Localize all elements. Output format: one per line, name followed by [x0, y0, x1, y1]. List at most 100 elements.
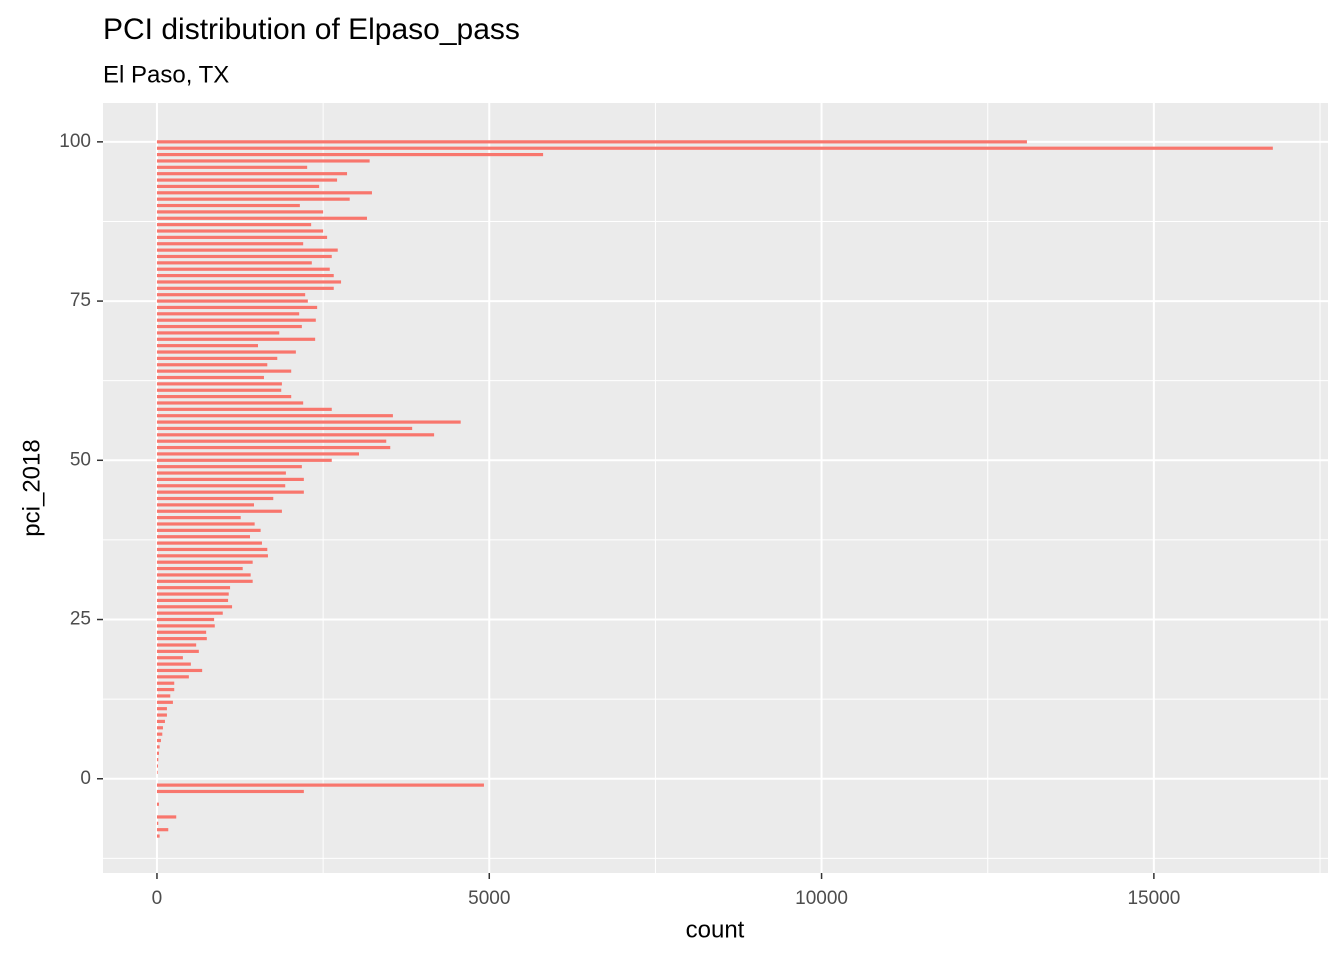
- bar: [156, 681, 175, 685]
- bar: [156, 146, 1273, 150]
- bar: [156, 382, 282, 386]
- bar: [156, 713, 167, 717]
- bar: [156, 286, 334, 290]
- x-tick-label: 15000: [1127, 888, 1180, 909]
- x-tick-label: 0: [152, 888, 163, 909]
- bar: [156, 828, 169, 832]
- bar: [156, 656, 183, 660]
- bar: [156, 700, 173, 704]
- y-axis-title: pci_2018: [18, 439, 45, 536]
- bar: [156, 407, 332, 411]
- bar: [156, 617, 215, 622]
- bar: [156, 152, 544, 157]
- bar: [156, 375, 264, 380]
- y-tick-label: 25: [70, 609, 91, 630]
- bar: [156, 356, 278, 360]
- bar: [156, 458, 332, 462]
- bar: [156, 605, 233, 609]
- bar: [156, 783, 484, 787]
- bar: [156, 566, 243, 571]
- bar: [156, 299, 308, 303]
- bar: [156, 630, 207, 634]
- bar: [156, 369, 292, 373]
- bar: [156, 637, 207, 641]
- bar: [156, 726, 163, 730]
- bar: [156, 159, 370, 163]
- bar: [156, 388, 282, 392]
- bar: [156, 592, 229, 596]
- bar: [156, 267, 330, 271]
- bar: [156, 242, 304, 246]
- bar: [156, 433, 435, 437]
- bar: [156, 598, 229, 603]
- bar: [156, 815, 177, 819]
- bar: [156, 293, 306, 297]
- bar: [156, 802, 159, 806]
- bar: [156, 344, 258, 348]
- bar: [156, 745, 160, 749]
- bar: [156, 719, 165, 724]
- bar: [156, 516, 241, 520]
- bar: [156, 484, 286, 488]
- bar: [156, 535, 251, 539]
- bar: [156, 350, 296, 354]
- bar: [156, 337, 316, 341]
- bar: [156, 624, 215, 628]
- bar: [156, 184, 320, 189]
- bar: [156, 573, 251, 577]
- chart-title: PCI distribution of Elpaso_pass: [103, 13, 520, 46]
- bar: [156, 172, 348, 176]
- bar: [156, 197, 350, 201]
- y-tick-label: 100: [59, 131, 91, 152]
- bar: [156, 229, 324, 233]
- bar: [156, 140, 1027, 144]
- bar: [156, 331, 280, 335]
- bar: [156, 668, 203, 673]
- bar: [156, 445, 391, 450]
- bar: [156, 732, 163, 736]
- bar: [156, 503, 254, 507]
- bar: [156, 477, 304, 481]
- bar: [156, 586, 231, 590]
- bar: [156, 758, 159, 762]
- bar: [156, 496, 274, 501]
- y-tick-label: 50: [70, 449, 91, 470]
- bar: [156, 522, 255, 526]
- bar: [156, 324, 302, 329]
- bar: [156, 216, 367, 220]
- bar: [156, 318, 316, 322]
- bar: [156, 738, 161, 743]
- bar: [156, 439, 387, 443]
- bar: [156, 490, 304, 494]
- bar: [156, 165, 308, 169]
- bar: [156, 662, 191, 666]
- bar: [156, 675, 189, 679]
- bar: [156, 465, 302, 469]
- bar: [156, 305, 318, 310]
- y-tick-label: 0: [80, 768, 91, 789]
- bar: [156, 770, 158, 774]
- x-axis-title: count: [686, 916, 745, 943]
- bar: [156, 426, 413, 431]
- bar: [156, 420, 461, 424]
- x-tick-label: 10000: [795, 888, 848, 909]
- bar: [156, 821, 159, 825]
- bar: [156, 254, 332, 259]
- bar: [156, 649, 199, 653]
- bar: [156, 789, 304, 794]
- bar: [156, 312, 300, 316]
- bar: [156, 191, 372, 195]
- bar: [156, 274, 334, 278]
- bar: [156, 223, 312, 227]
- bar: [156, 834, 160, 838]
- bar: [156, 203, 300, 208]
- bar: [156, 452, 360, 456]
- bar: [156, 395, 292, 399]
- bar: [156, 261, 312, 265]
- bar: [156, 363, 268, 367]
- bar: [156, 687, 175, 692]
- bar: [156, 528, 261, 532]
- bar: [156, 611, 223, 615]
- bar: [156, 280, 342, 284]
